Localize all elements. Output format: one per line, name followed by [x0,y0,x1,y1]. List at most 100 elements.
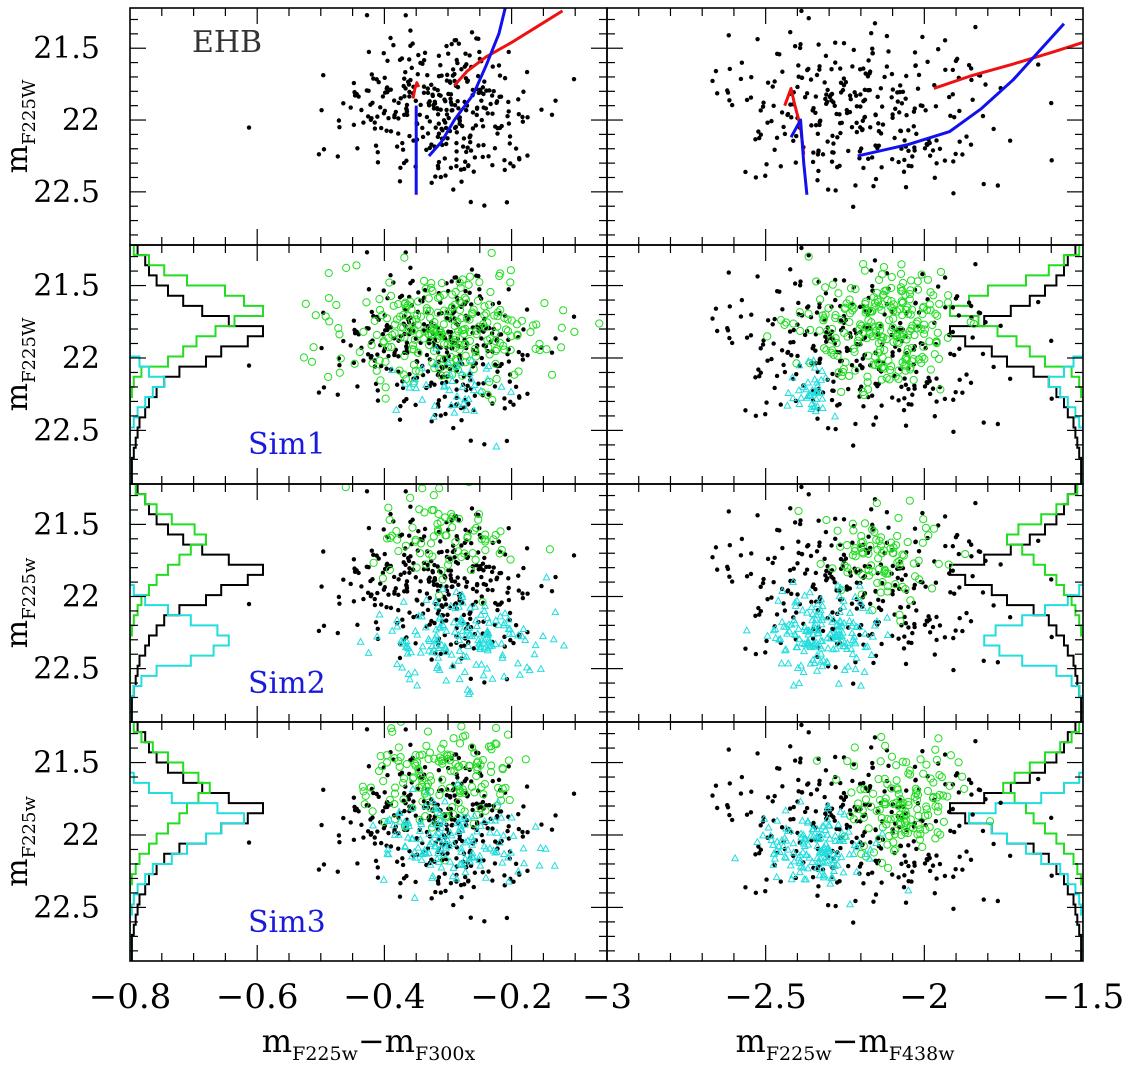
sim-green-point [898,261,905,268]
observed-point [957,109,961,113]
observed-point [443,173,447,177]
observed-point [247,602,251,606]
observed-point [341,339,345,343]
observed-point [525,153,529,157]
sim-cyan-point [537,845,543,851]
observed-point [440,128,444,132]
sim-green-point [861,267,868,274]
sim-cyan-point [852,666,858,672]
sim-green-point [393,527,400,534]
observed-point [386,354,390,358]
observed-point [426,369,430,373]
observed-point [493,384,497,388]
observed-point [780,348,784,352]
observed-point [978,788,982,792]
observed-point [507,50,511,54]
observed-point [890,157,894,161]
observed-point [951,668,955,672]
observed-point [367,287,371,291]
observed-point [383,76,387,80]
observed-point [366,413,370,417]
sim-green-point [869,790,876,797]
sim-green-point [919,539,926,546]
observed-point [779,402,783,406]
panel-frame [130,722,607,961]
observed-point [783,608,787,612]
observed-point [411,799,415,803]
panel-label: Sim2 [248,666,326,701]
observed-point [839,795,843,799]
observed-point [464,150,468,154]
sim-green-point [300,354,307,361]
observed-point [728,543,732,547]
observed-point [728,781,732,785]
sim-cyan-point [405,671,411,677]
observed-point [863,830,867,834]
observed-point [743,408,747,412]
observed-point [983,82,987,86]
observed-point [931,148,935,152]
observed-point [761,342,765,346]
observed-point [444,584,448,588]
observed-point [400,294,404,298]
observed-point [835,165,839,169]
observed-point [1008,615,1012,619]
observed-point [861,357,865,361]
observed-point [861,119,865,123]
observed-point [521,596,525,600]
observed-point [396,116,400,120]
observed-point [440,605,444,609]
sim-green-point [373,367,380,374]
observed-point [396,577,400,581]
observed-point [868,88,872,92]
observed-point [487,565,491,569]
sim-green-point [400,371,407,378]
observed-point [951,159,955,163]
observed-point [398,404,402,408]
observed-point [749,790,753,794]
observed-point [353,93,357,97]
observed-point [517,588,521,592]
observed-point [983,559,987,563]
observed-point [904,185,908,189]
observed-point [508,141,512,145]
panel-label: EHB [192,25,262,60]
observed-point [459,543,463,547]
observed-point [514,385,518,389]
observed-point [814,809,818,813]
observed-point [506,576,510,580]
observed-point [973,501,977,505]
observed-point [456,561,460,565]
observed-point [727,813,731,817]
observed-point [885,64,889,68]
observed-point [455,534,459,538]
observed-point [795,561,799,565]
observed-point [902,853,906,857]
observed-point [875,146,879,150]
observed-point [507,526,511,530]
observed-point [830,388,834,392]
observed-point [435,582,439,586]
observed-point [842,517,846,521]
observed-point [870,155,874,159]
observed-point [952,591,956,595]
observed-point [753,852,757,856]
observed-point [317,867,321,871]
observed-point [957,616,961,620]
observed-point [521,804,525,808]
observed-point [365,250,369,254]
observed-point [479,336,483,340]
histogram-observed [130,245,263,484]
observed-point [715,567,719,571]
observed-point [934,376,938,380]
sim-green-point [389,475,396,482]
sim-cyan-point [790,840,796,846]
observed-point [896,875,900,879]
observed-point [463,875,467,879]
observed-point [469,677,473,681]
observed-point [764,639,768,643]
observed-point [399,573,403,577]
observed-point [370,310,374,314]
observed-point [969,304,973,308]
observed-point [514,862,518,866]
